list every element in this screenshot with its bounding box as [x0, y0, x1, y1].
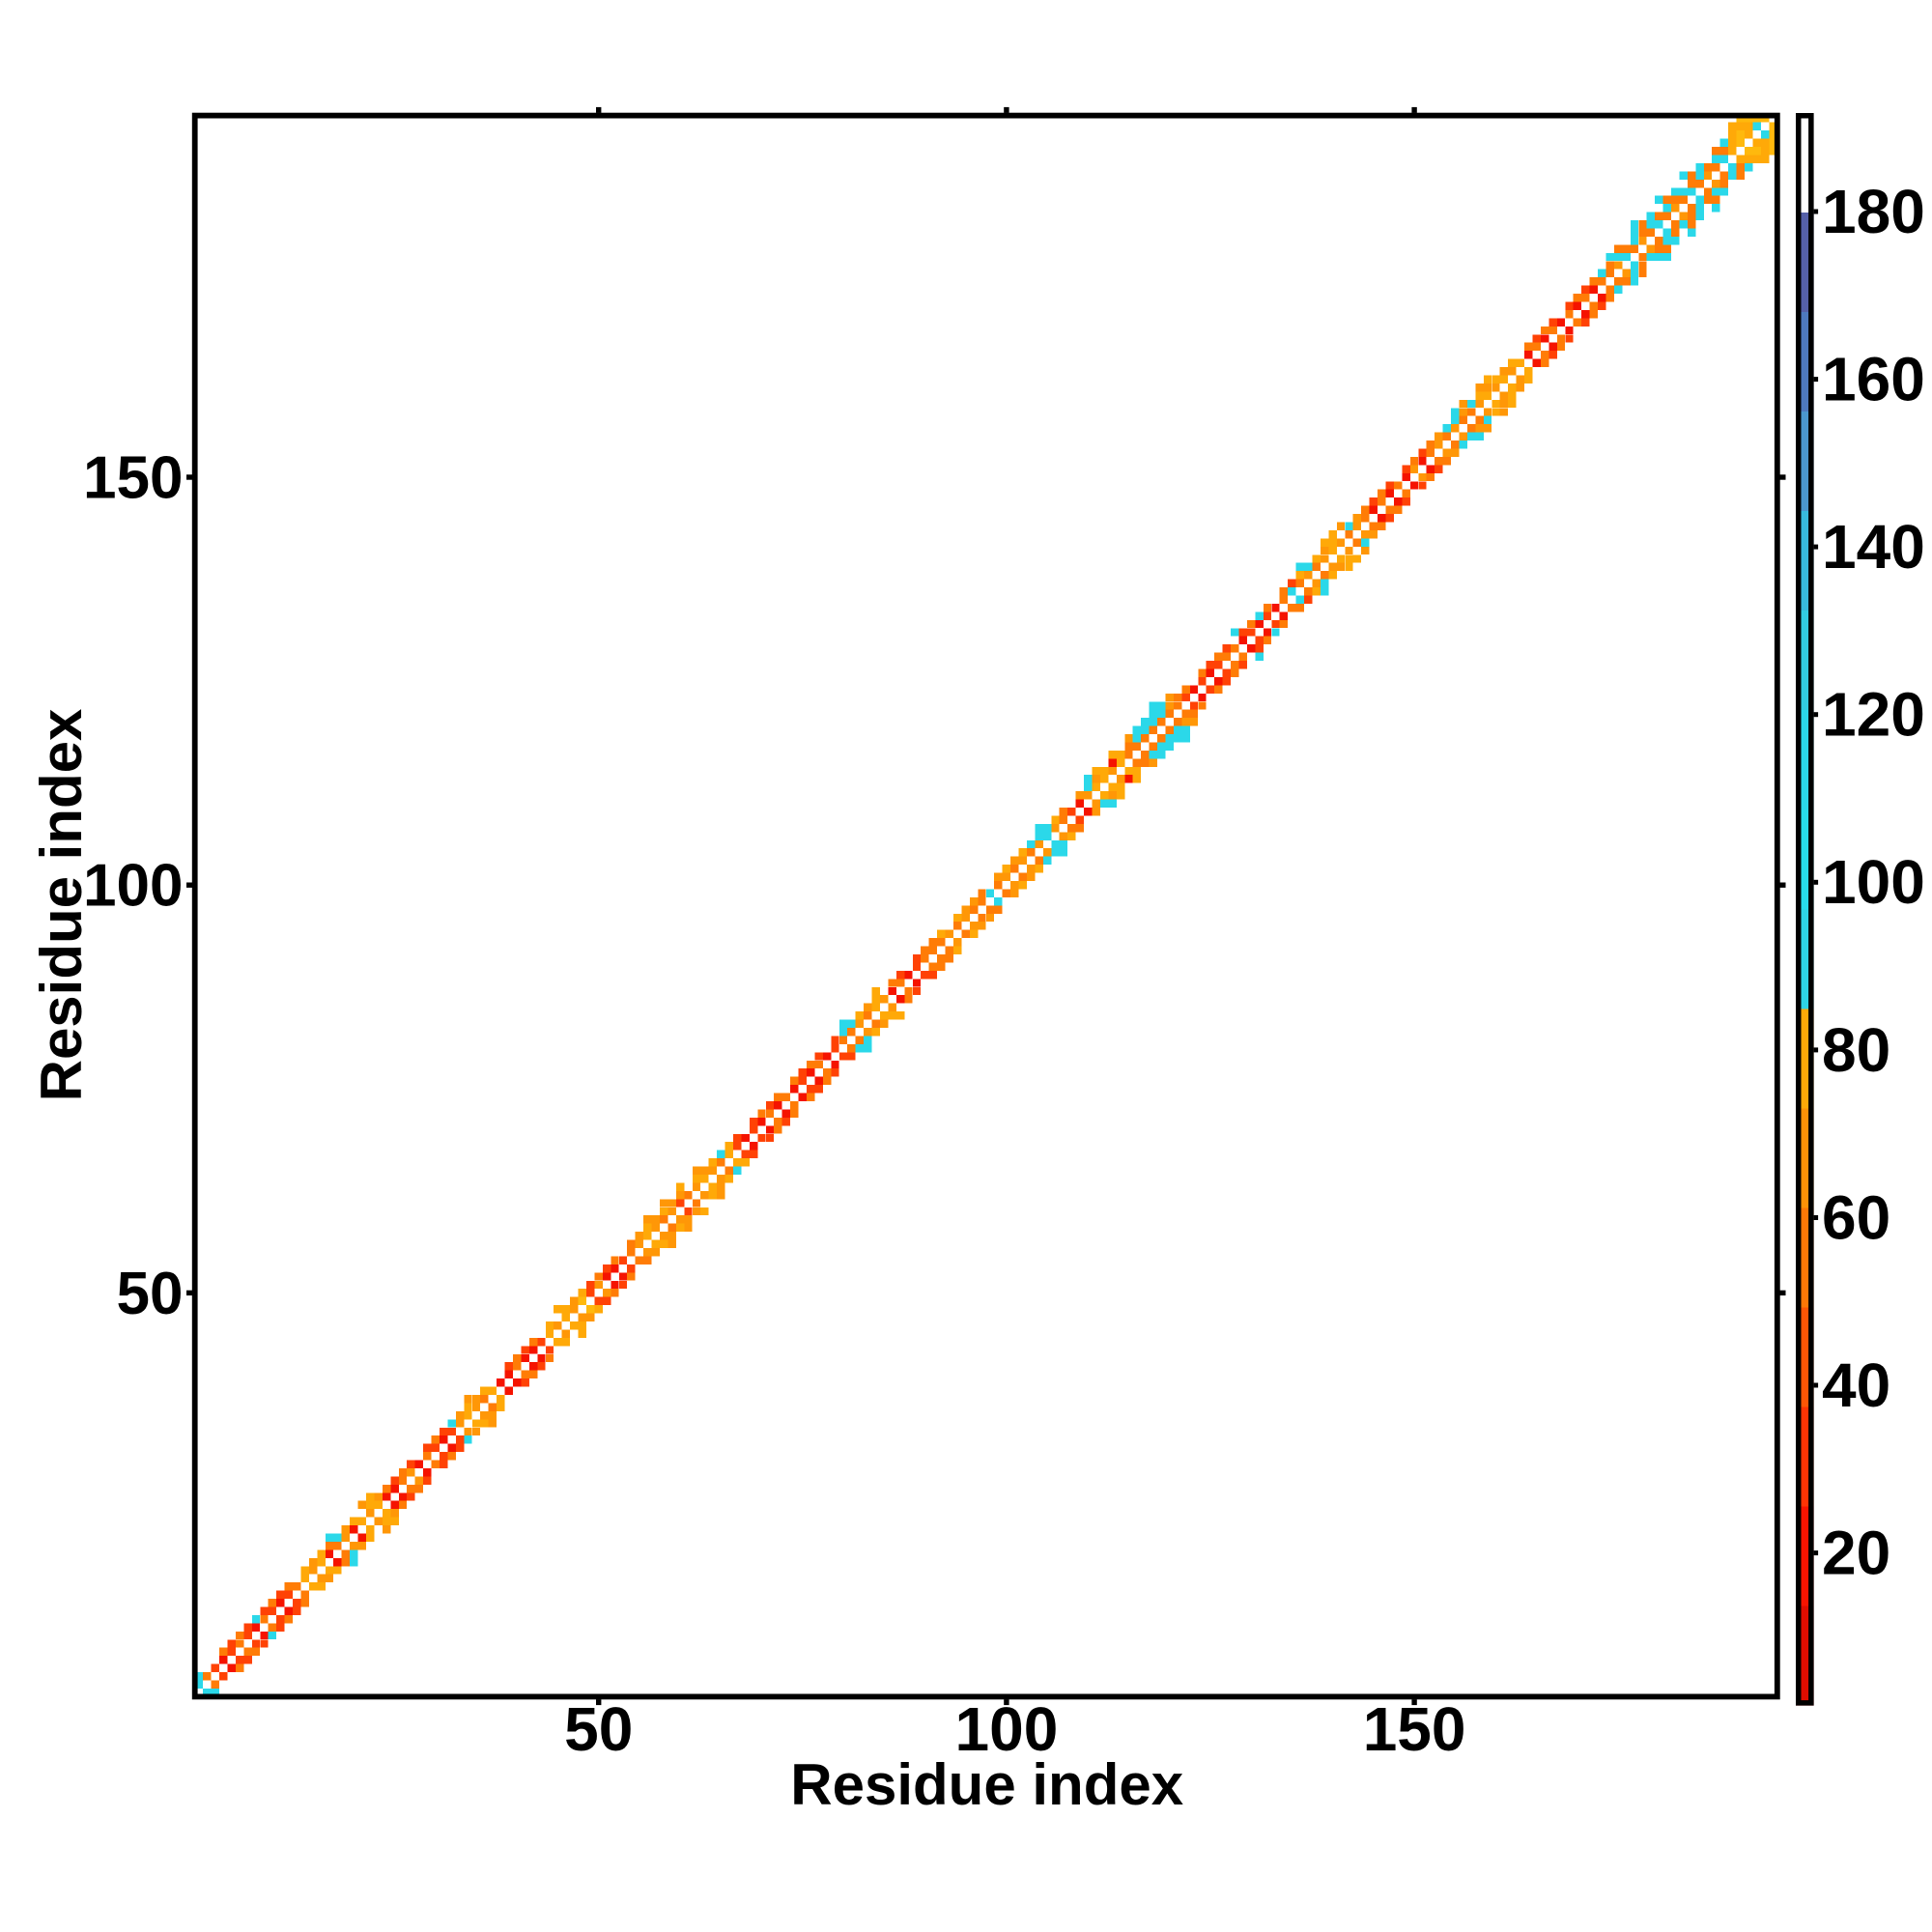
svg-text:60: 60: [1822, 1182, 1890, 1252]
svg-text:40: 40: [1822, 1350, 1890, 1420]
svg-text:140: 140: [1822, 512, 1925, 582]
svg-text:100: 100: [83, 853, 183, 920]
svg-text:50: 50: [564, 1694, 633, 1764]
svg-text:180: 180: [1822, 177, 1925, 246]
svg-text:160: 160: [1822, 345, 1925, 414]
svg-text:50: 50: [117, 1261, 184, 1327]
svg-text:100: 100: [1822, 847, 1925, 917]
svg-text:Residue index: Residue index: [29, 709, 94, 1102]
svg-text:80: 80: [1822, 1015, 1890, 1085]
svg-text:150: 150: [1363, 1694, 1466, 1764]
svg-text:150: 150: [83, 444, 183, 511]
svg-text:20: 20: [1822, 1519, 1890, 1588]
svg-text:120: 120: [1822, 680, 1925, 750]
svg-text:100: 100: [955, 1694, 1059, 1764]
svg-text:Residue index: Residue index: [790, 1752, 1183, 1817]
